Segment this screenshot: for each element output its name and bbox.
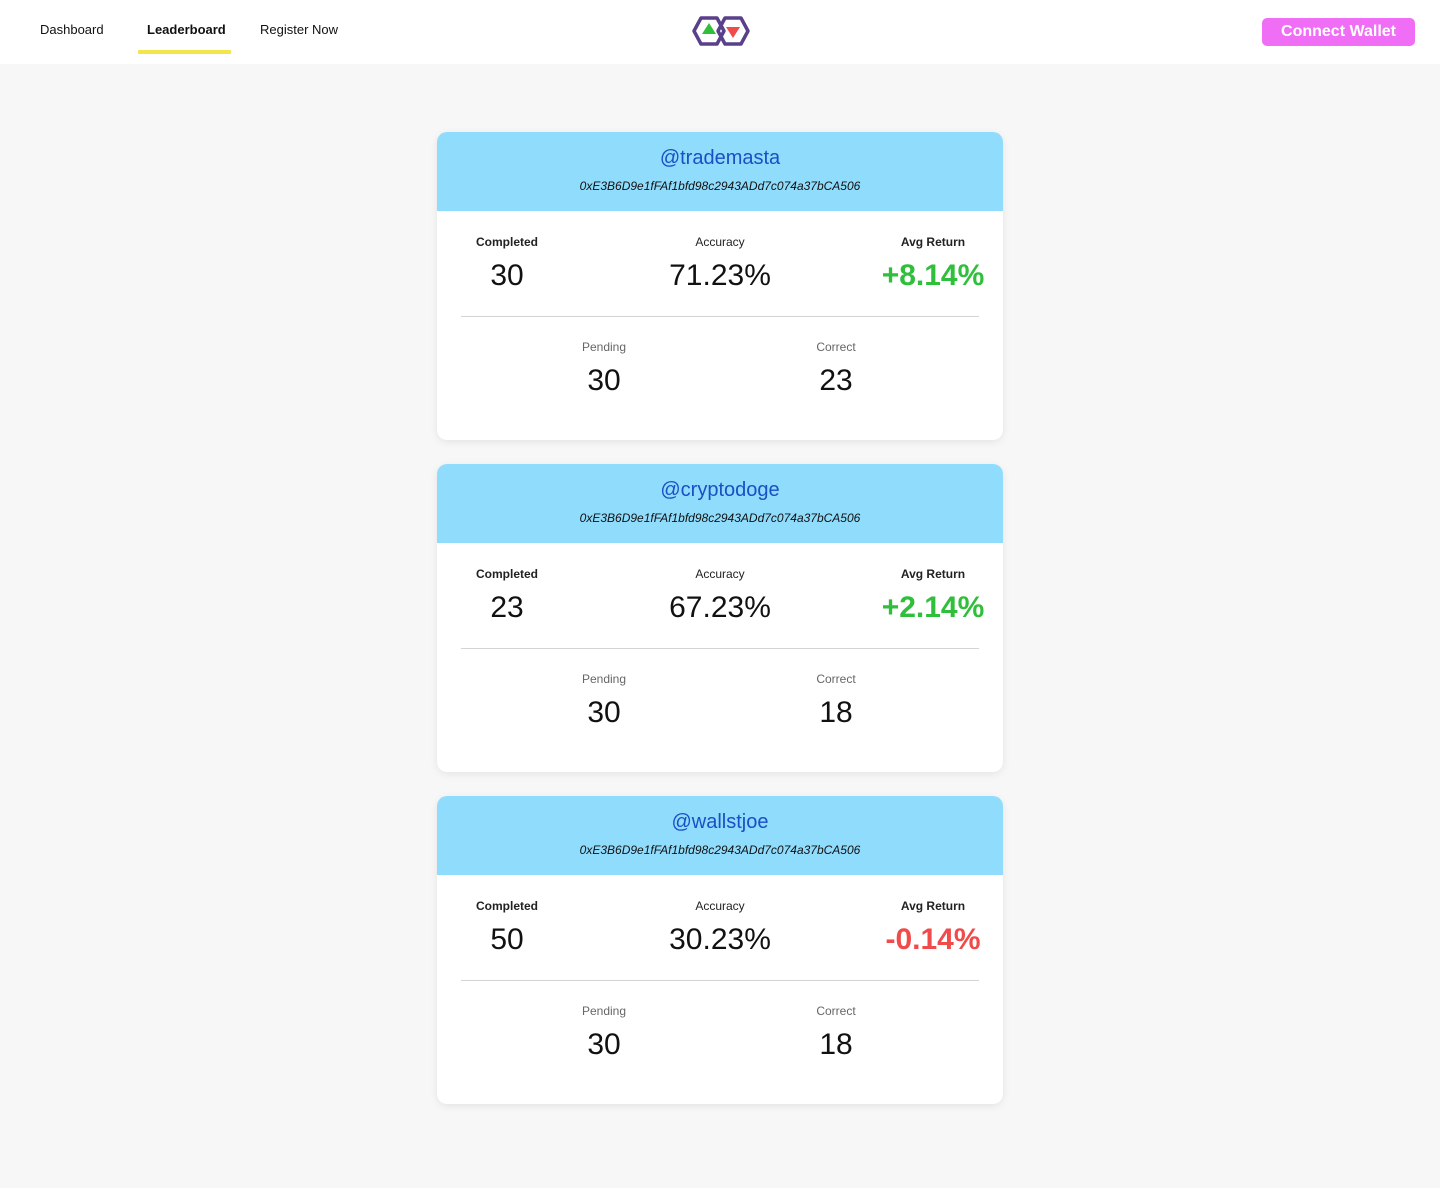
accuracy-value: 30.23% <box>669 923 771 956</box>
leaderboard-card: @wallstjoe 0xE3B6D9e1fFAf1bfd98c2943ADd7… <box>437 796 1003 1104</box>
user-handle[interactable]: @cryptodoge <box>660 479 780 501</box>
accuracy-stat: Accuracy 71.23% <box>620 235 820 293</box>
completed-value: 30 <box>490 259 524 292</box>
card-divider <box>461 316 979 317</box>
correct-value: 18 <box>819 696 853 729</box>
accuracy-value: 67.23% <box>669 591 771 624</box>
card-divider <box>461 648 979 649</box>
avg-return-label: Avg Return <box>900 899 966 913</box>
correct-label: Correct <box>816 340 856 354</box>
nav-leaderboard-link[interactable]: Leaderboard <box>147 22 226 37</box>
leaderboard-card: @trademasta 0xE3B6D9e1fFAf1bfd98c2943ADd… <box>437 132 1003 440</box>
accuracy-label: Accuracy <box>695 235 745 249</box>
top-navigation-bar: Dashboard Leaderboard Register Now Conne… <box>0 0 1440 64</box>
pending-stat: Pending 30 <box>504 1004 704 1062</box>
pending-value: 30 <box>587 1028 621 1061</box>
pending-value: 30 <box>587 696 621 729</box>
nav-dashboard-link[interactable]: Dashboard <box>40 22 104 37</box>
completed-stat: Completed 30 <box>407 235 607 293</box>
correct-label: Correct <box>816 672 856 686</box>
completed-value: 50 <box>490 923 524 956</box>
pending-label: Pending <box>581 1004 627 1018</box>
pending-stat: Pending 30 <box>504 672 704 730</box>
completed-value: 23 <box>490 591 524 624</box>
correct-stat: Correct 18 <box>736 672 936 730</box>
app-logo-icon[interactable] <box>690 14 752 48</box>
completed-stat: Completed 50 <box>407 899 607 957</box>
leaderboard-list: @trademasta 0xE3B6D9e1fFAf1bfd98c2943ADd… <box>437 132 1003 1128</box>
wallet-address: 0xE3B6D9e1fFAf1bfd98c2943ADd7c074a37bCA5… <box>579 179 861 193</box>
avg-return-label: Avg Return <box>900 235 966 249</box>
nav-register-link[interactable]: Register Now <box>260 22 339 37</box>
accuracy-stat: Accuracy 30.23% <box>620 899 820 957</box>
card-header: @wallstjoe 0xE3B6D9e1fFAf1bfd98c2943ADd7… <box>437 796 1003 875</box>
avg-return-label: Avg Return <box>900 567 966 581</box>
correct-stat: Correct 18 <box>736 1004 936 1062</box>
avg-return-stat: Avg Return -0.14% <box>833 899 1033 957</box>
pending-stat: Pending 30 <box>504 340 704 398</box>
correct-value: 23 <box>819 364 853 397</box>
pending-value: 30 <box>587 364 621 397</box>
completed-stat: Completed 23 <box>407 567 607 625</box>
completed-label: Completed <box>475 235 538 249</box>
accuracy-value: 71.23% <box>669 259 771 292</box>
user-handle[interactable]: @wallstjoe <box>671 811 769 833</box>
avg-return-value: +2.14% <box>881 591 985 624</box>
correct-label: Correct <box>816 1004 856 1018</box>
avg-return-stat: Avg Return +8.14% <box>833 235 1033 293</box>
active-tab-indicator <box>138 50 231 54</box>
avg-return-value: -0.14% <box>885 923 981 956</box>
wallet-address: 0xE3B6D9e1fFAf1bfd98c2943ADd7c074a37bCA5… <box>579 511 861 525</box>
connect-wallet-button[interactable]: Connect Wallet <box>1262 18 1415 46</box>
accuracy-label: Accuracy <box>695 567 745 581</box>
pending-label: Pending <box>581 672 627 686</box>
correct-stat: Correct 23 <box>736 340 936 398</box>
leaderboard-card: @cryptodoge 0xE3B6D9e1fFAf1bfd98c2943ADd… <box>437 464 1003 772</box>
avg-return-stat: Avg Return +2.14% <box>833 567 1033 625</box>
accuracy-stat: Accuracy 67.23% <box>620 567 820 625</box>
correct-value: 18 <box>819 1028 853 1061</box>
user-handle[interactable]: @trademasta <box>659 147 781 169</box>
avg-return-value: +8.14% <box>881 259 985 292</box>
card-header: @cryptodoge 0xE3B6D9e1fFAf1bfd98c2943ADd… <box>437 464 1003 543</box>
card-header: @trademasta 0xE3B6D9e1fFAf1bfd98c2943ADd… <box>437 132 1003 211</box>
pending-label: Pending <box>581 340 627 354</box>
completed-label: Completed <box>475 899 538 913</box>
card-divider <box>461 980 979 981</box>
completed-label: Completed <box>475 567 538 581</box>
accuracy-label: Accuracy <box>695 899 745 913</box>
wallet-address: 0xE3B6D9e1fFAf1bfd98c2943ADd7c074a37bCA5… <box>579 843 861 857</box>
